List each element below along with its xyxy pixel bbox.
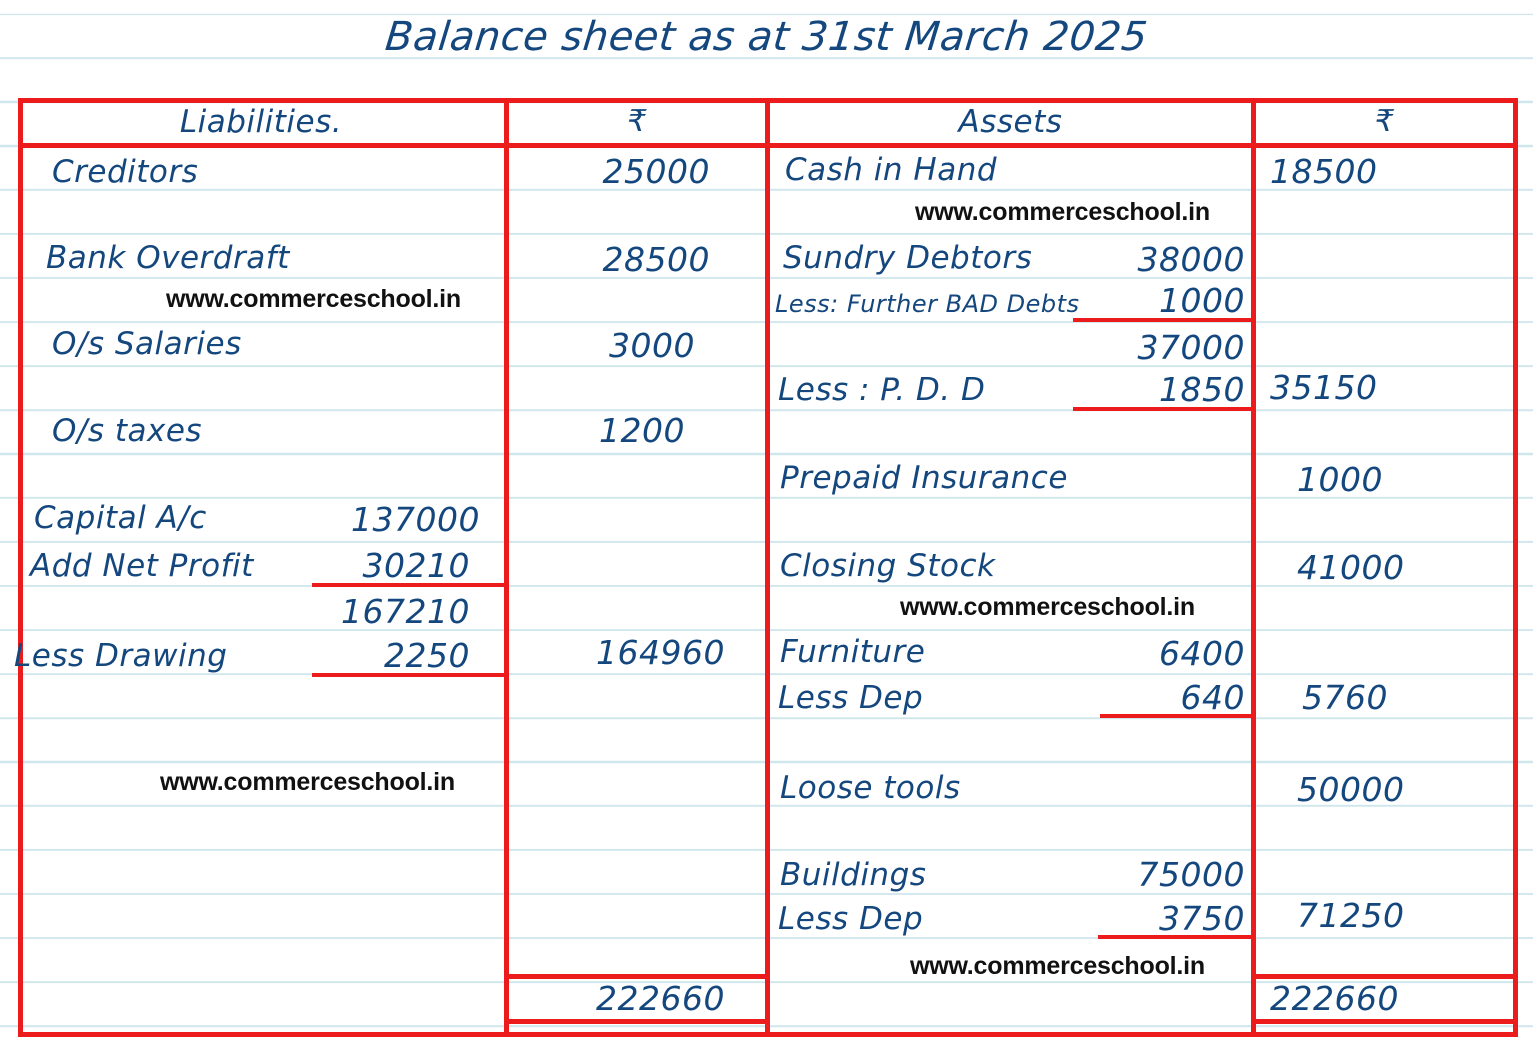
liability-label-bank-overdraft: Bank Overdraft [46,240,290,276]
column-divider-liabilities-amount [504,98,509,1037]
asset-inner-sundry-debtors: 38000 [1137,240,1245,279]
asset-amount-buildings-net: 71250 [1297,896,1405,935]
total-amount-assets: 222660 [1270,979,1399,1018]
liability-inner-capital-ac: 137000 [351,500,480,539]
liability-amount-os-salaries: 3000 [609,326,695,365]
liability-amount-capital-net: 164960 [596,633,725,672]
asset-label-sundry-debtors: Sundry Debtors [783,240,1033,276]
liability-amount-bank-overdraft: 28500 [602,240,710,279]
asset-label-buildings: Buildings [780,857,927,893]
column-divider-amount-assets [765,98,770,1037]
watermark: www.commerceschool.in [900,593,1195,621]
liability-amount-os-taxes: 1200 [599,411,685,450]
debtors-subtotal-rule [1073,318,1251,322]
asset-inner-debtors-subtotal: 37000 [1137,328,1245,367]
asset-amount-debtors-net: 35150 [1270,368,1378,407]
asset-label-further-bad-debts: Less: Further BAD Debts [775,290,1080,318]
liability-amount-creditors: 25000 [602,152,710,191]
asset-label-loose-tools: Loose tools [780,770,961,806]
asset-label-furniture-dep: Less Dep [778,680,924,716]
header-assets: Assets [958,104,1063,140]
watermark: www.commerceschool.in [910,952,1205,980]
total-row-bottom-border-left [504,1019,770,1024]
capital-net-rule [312,673,504,677]
total-row-top-border-left [504,974,770,979]
liability-label-less-drawing: Less Drawing [14,638,228,674]
asset-label-closing-stock: Closing Stock [780,548,996,584]
header-amount-left: ₹ [627,104,647,139]
liability-label-os-taxes: O/s taxes [52,413,203,449]
header-liabilities: Liabilities. [179,104,343,140]
asset-amount-loose-tools: 50000 [1297,770,1405,809]
asset-inner-buildings-dep: 3750 [1159,899,1245,938]
asset-label-pdd: Less : P. D. D [778,372,986,408]
asset-inner-pdd: 1850 [1159,370,1245,409]
header-amount-right: ₹ [1374,104,1395,139]
total-amount-liabilities: 222660 [596,979,725,1018]
asset-amount-cash-in-hand: 18500 [1270,152,1378,191]
liability-label-creditors: Creditors [52,154,199,190]
asset-inner-buildings: 75000 [1137,855,1245,894]
liability-inner-less-drawing: 2250 [384,636,470,675]
table-left-border [18,98,23,1037]
asset-inner-furniture-dep: 640 [1180,678,1245,717]
asset-label-buildings-dep: Less Dep [778,901,924,937]
liability-label-os-salaries: O/s Salaries [52,326,242,362]
asset-amount-prepaid-insurance: 1000 [1297,460,1383,499]
page-title: Balance sheet as at 31st March 2025 [383,14,1150,60]
liability-inner-capital-subtotal: 167210 [341,592,470,631]
watermark: www.commerceschool.in [160,768,455,796]
liability-label-add-net-profit: Add Net Profit [30,548,254,584]
liability-label-capital-ac: Capital A/c [34,500,207,536]
buildings-net-rule [1098,935,1251,939]
capital-subtotal-rule [312,583,504,587]
furniture-net-rule [1100,714,1251,718]
debtors-net-rule [1073,407,1251,411]
liability-inner-add-net-profit: 30210 [362,546,470,585]
asset-label-prepaid-insurance: Prepaid Insurance [780,460,1068,496]
asset-inner-furniture: 6400 [1159,634,1245,673]
watermark: www.commerceschool.in [166,285,461,313]
watermark: www.commerceschool.in [915,198,1210,226]
total-row-top-border-right [1251,974,1518,979]
total-row-bottom-border-right [1251,1019,1518,1024]
asset-label-furniture: Furniture [780,634,926,670]
column-divider-assets-amount [1251,98,1256,1037]
asset-label-cash-in-hand: Cash in Hand [785,152,998,188]
table-right-border [1513,98,1518,1037]
asset-amount-furniture-net: 5760 [1302,678,1388,717]
asset-inner-further-bad-debts: 1000 [1159,281,1245,320]
asset-amount-closing-stock: 41000 [1297,548,1405,587]
